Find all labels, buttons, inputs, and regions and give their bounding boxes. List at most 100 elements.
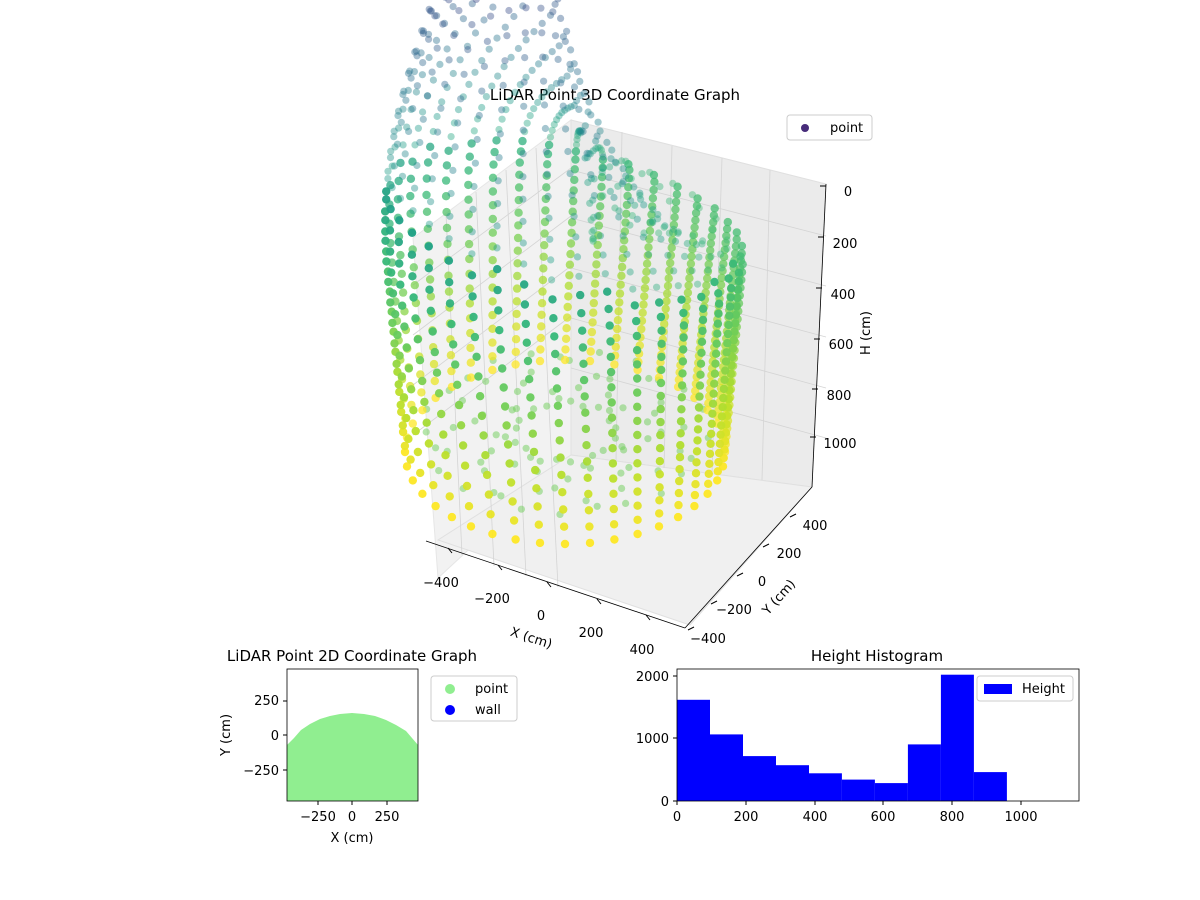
lidar-point	[614, 182, 622, 190]
lidar-point	[609, 474, 618, 483]
lidar-point	[724, 320, 733, 330]
lidar-point	[407, 250, 417, 259]
lidar-point	[473, 135, 481, 144]
panel-3d-title: LiDAR Point 3D Coordinate Graph	[490, 86, 740, 104]
lidar-point	[407, 105, 415, 114]
lidar-point	[514, 195, 523, 205]
lidar-point	[500, 402, 510, 411]
grid-line	[570, 367, 827, 439]
lidar-point	[397, 269, 406, 278]
lidar-point	[426, 306, 435, 315]
lidar-point	[665, 197, 674, 205]
lidar-point	[502, 421, 511, 430]
lidar-point	[395, 124, 403, 132]
lidar-point	[569, 196, 578, 206]
lidar-point	[418, 376, 427, 386]
lidar-point	[671, 237, 680, 245]
lidar-point	[722, 224, 732, 234]
lidar-point	[428, 327, 437, 336]
lidar-point	[630, 301, 639, 310]
lidar-point	[570, 175, 579, 185]
lidar-point	[661, 304, 670, 313]
lidar-point	[706, 239, 716, 248]
x-tick-label: 200	[579, 626, 604, 641]
lidar-point	[465, 152, 474, 161]
lidar-point	[639, 300, 648, 309]
lidar-point	[466, 522, 476, 531]
lidar-point	[527, 411, 536, 420]
lidar-point	[416, 138, 424, 147]
lidar-point	[725, 311, 734, 320]
lidar-point	[514, 221, 523, 230]
z-tick-label: 200	[833, 237, 858, 252]
lidar-point	[488, 338, 497, 347]
lidar-point	[478, 103, 486, 112]
lidar-point	[624, 174, 634, 183]
lidar-point	[606, 367, 616, 377]
lidar-point	[691, 480, 700, 489]
lidar-point	[605, 321, 614, 330]
lidar-point	[588, 228, 596, 236]
lidar-point	[637, 195, 645, 203]
lidar-point	[721, 357, 731, 366]
lidar-point	[392, 359, 401, 369]
lidar-point	[465, 254, 474, 264]
lidar-point	[564, 475, 572, 483]
lidar-point	[615, 298, 624, 307]
lidar-point	[395, 387, 404, 397]
lidar-point	[505, 6, 513, 15]
lidar-point	[710, 369, 720, 378]
lidar-point	[541, 206, 550, 215]
lidar-point	[723, 236, 731, 244]
lidar-point	[520, 78, 528, 86]
lidar-point	[405, 127, 413, 135]
lidar-point	[633, 430, 642, 440]
lidar-point	[428, 175, 436, 183]
lidar-point	[697, 348, 706, 357]
lidar-point	[609, 489, 618, 498]
lidar-point	[444, 256, 454, 265]
lidar-point	[720, 375, 729, 384]
lidar-point	[437, 409, 446, 419]
lidar-point	[722, 348, 731, 357]
lidar-point	[572, 233, 580, 241]
lidar-point	[655, 496, 664, 505]
lidar-point	[695, 253, 703, 261]
lidar-point	[425, 35, 433, 43]
lidar-point	[575, 272, 583, 280]
legend-marker-wall	[445, 705, 455, 715]
lidar-point	[587, 175, 596, 183]
lidar-point	[400, 87, 408, 95]
lidar-point	[617, 262, 627, 272]
lidar-point	[656, 378, 666, 388]
lidar-point	[488, 310, 497, 320]
lidar-point	[519, 379, 528, 387]
lidar-point	[456, 421, 466, 430]
lidar-point	[488, 365, 497, 375]
lidar-point	[687, 252, 696, 261]
lidar-point	[481, 451, 490, 460]
lidar-point	[716, 430, 725, 439]
lidar-point	[690, 501, 699, 511]
lidar-point	[488, 529, 497, 539]
lidar-point	[584, 506, 594, 515]
lidar-point	[394, 176, 403, 186]
lidar-point	[591, 269, 600, 279]
lidar-point	[454, 400, 464, 410]
lidar-point	[709, 211, 719, 220]
lidar-point	[562, 324, 571, 333]
lidar-point	[451, 360, 460, 369]
lidar-point	[723, 217, 732, 227]
lidar-point	[730, 327, 739, 336]
lidar-point	[604, 391, 613, 399]
lidar-point	[578, 343, 588, 352]
lidar-point	[413, 447, 423, 457]
lidar-point	[494, 306, 503, 315]
lidar-point	[618, 253, 627, 263]
lidar-point	[565, 271, 574, 280]
lidar-point	[425, 275, 435, 284]
lidar-point	[564, 292, 573, 301]
x-tick-label: −200	[474, 592, 510, 607]
lidar-point	[527, 350, 535, 358]
lidar-point	[422, 418, 431, 427]
